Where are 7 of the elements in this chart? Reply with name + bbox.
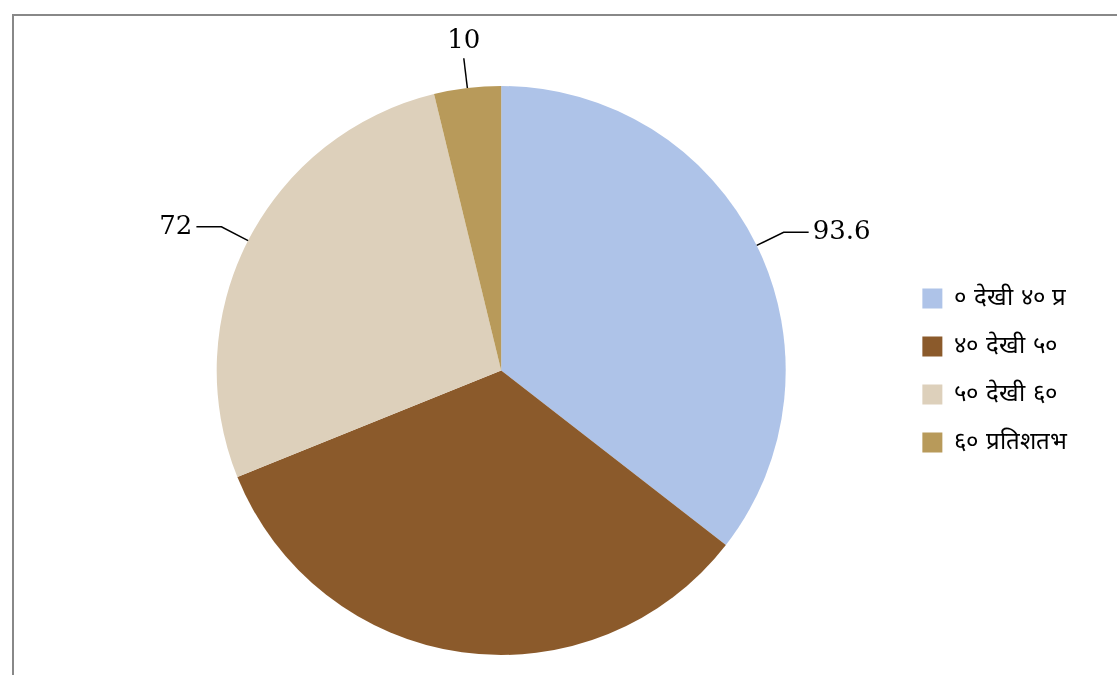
legend-label: ६० प्रतिशतभ	[954, 426, 1068, 455]
legend-label: ० देखी ४० प्र	[954, 282, 1067, 311]
legend-label: ५० देखी ६०	[954, 378, 1057, 407]
data-label: 72	[159, 209, 193, 240]
legend-label: ४० देखी ५०	[954, 330, 1057, 359]
data-label: 93.6	[812, 214, 871, 245]
data-label: 10	[447, 23, 481, 54]
